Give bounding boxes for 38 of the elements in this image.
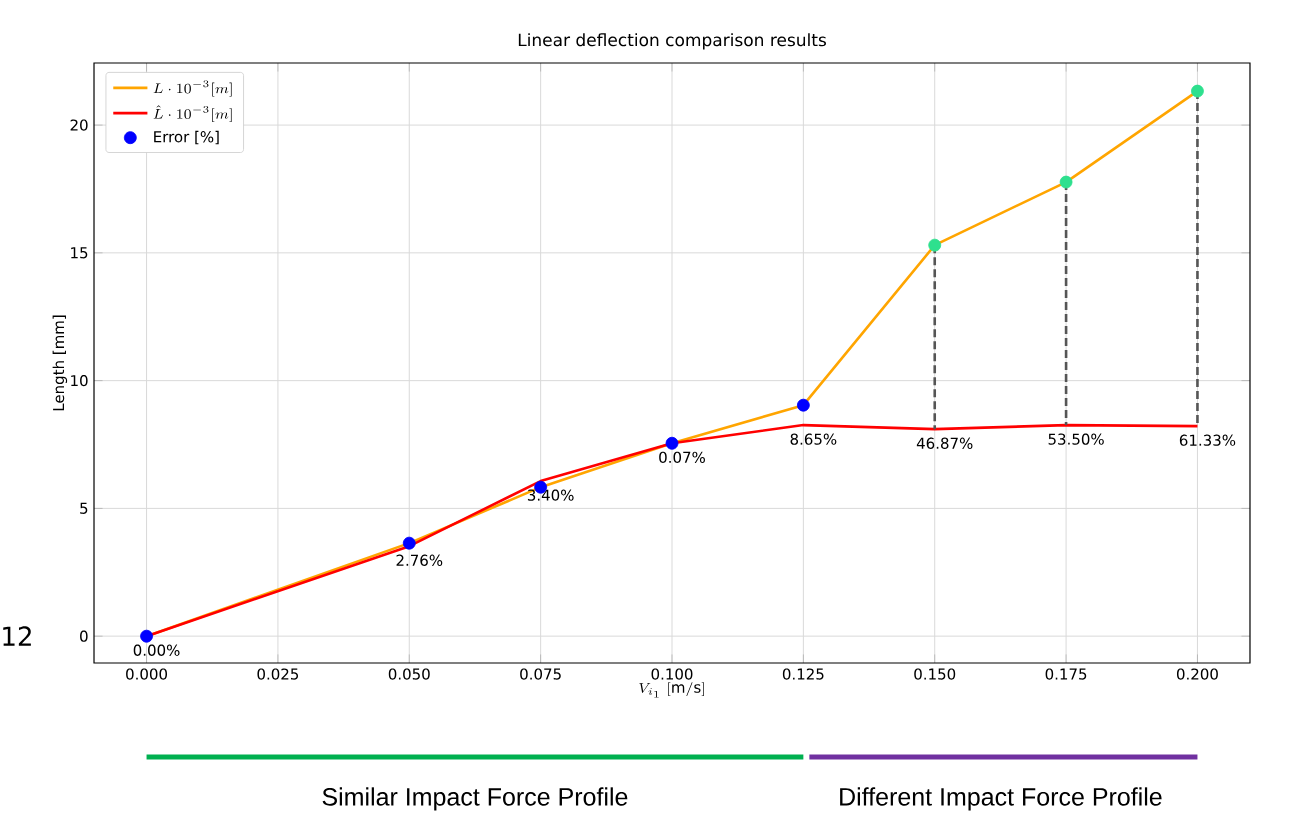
point (1059, 175, 1073, 189)
annotation: 3.40% (527, 489, 574, 501)
text: 12 (3, 626, 31, 646)
annotation: 0.07% (659, 451, 705, 463)
annotation: 8.65% (790, 433, 837, 445)
text: Different Impact Force Profile (840, 787, 1162, 811)
point (1191, 84, 1204, 98)
x-tick-label: 0.150 (914, 668, 956, 680)
legend-label: $\hat{L} \cdot 10^{-3} [m]$ (153, 105, 232, 123)
annotation: 61.33% (1179, 434, 1236, 446)
point (665, 436, 679, 450)
y-tick-label: 5 (80, 502, 88, 514)
annotation: 2.76% (396, 554, 443, 566)
x-tick-label: 0.200 (1176, 668, 1218, 680)
y-tick-label: 10 (71, 374, 88, 387)
point (796, 398, 810, 412)
y-tick-label: 20 (70, 119, 88, 131)
x-tick-label: 0.025 (257, 668, 299, 680)
x-tick-label: 0.000 (126, 668, 167, 680)
text: Similar Impact Force Profile (322, 787, 628, 811)
y-axis-title: Length [mm] (52, 315, 68, 411)
x-tick-label: 0.050 (388, 668, 430, 680)
annotation: 46.87% (916, 437, 973, 449)
annotation: 53.50% (1048, 433, 1104, 445)
x-tick-label: 0.100 (651, 668, 693, 680)
x-tick-label: 0.125 (782, 668, 824, 680)
y-tick-label: 0 (80, 630, 88, 642)
point (402, 536, 416, 550)
legend-label: $L \cdot 10^{-3} [m]$ (153, 80, 232, 97)
legend-label: Error [%] (154, 130, 219, 145)
chart-title: Linear deflection comparison results (518, 33, 826, 50)
x-tick-label: 0.175 (1045, 668, 1087, 680)
annotation: 0.00% (133, 644, 180, 656)
point (140, 629, 153, 643)
x-axis-title: $V_{i_1}\;\mathrm{[m/s]}$ (639, 682, 704, 698)
y-tick-label: 15 (71, 247, 88, 259)
x-tick-label: 0.075 (520, 668, 561, 680)
point (928, 238, 942, 252)
